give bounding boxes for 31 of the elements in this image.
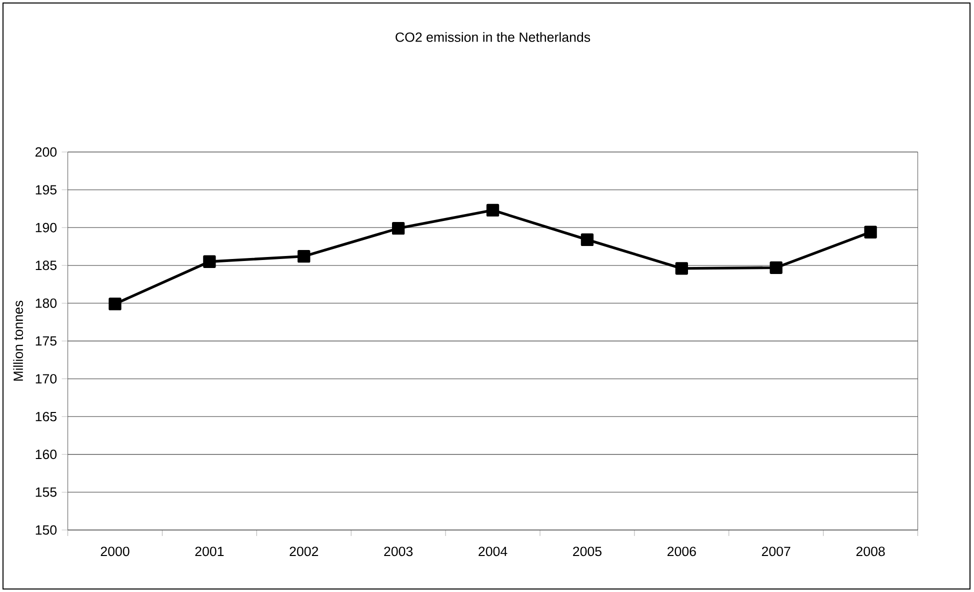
x-tick-label: 2007 bbox=[762, 546, 790, 556]
x-tick-label: 2000 bbox=[100, 546, 130, 556]
x-tick-label: 2003 bbox=[384, 546, 413, 556]
point bbox=[864, 226, 877, 238]
point bbox=[770, 261, 782, 274]
chart-title: CO2 emission in the Netherlands bbox=[396, 32, 590, 42]
x-tick-label: 2005 bbox=[573, 546, 602, 556]
y-tick-label: 185 bbox=[36, 260, 57, 270]
x-tick-label: 2006 bbox=[668, 546, 696, 556]
y-tick-label: 195 bbox=[36, 185, 57, 195]
x-tick-label: 2002 bbox=[290, 546, 318, 556]
y-tick-label: 150 bbox=[36, 525, 57, 535]
point bbox=[392, 222, 405, 235]
point bbox=[486, 204, 500, 217]
point bbox=[203, 255, 216, 268]
y-tick-label: 165 bbox=[36, 412, 57, 422]
y-tick-label: 170 bbox=[36, 374, 57, 384]
y-axis-title: Million tonnes bbox=[13, 300, 24, 381]
y-tick-label: 200 bbox=[36, 147, 57, 157]
y-tick-label: 190 bbox=[36, 222, 57, 232]
point bbox=[675, 262, 688, 275]
x-tick-label: 2001 bbox=[195, 546, 224, 556]
x-tick-label: 2004 bbox=[478, 546, 508, 556]
y-tick-label: 180 bbox=[36, 298, 57, 308]
y-tick-label: 155 bbox=[36, 488, 57, 497]
y-tick-label: 160 bbox=[36, 450, 57, 460]
y-tick-label: 175 bbox=[36, 336, 57, 346]
point bbox=[580, 233, 594, 246]
point bbox=[298, 250, 310, 263]
x-tick-label: 2008 bbox=[856, 546, 885, 556]
point bbox=[108, 298, 122, 310]
